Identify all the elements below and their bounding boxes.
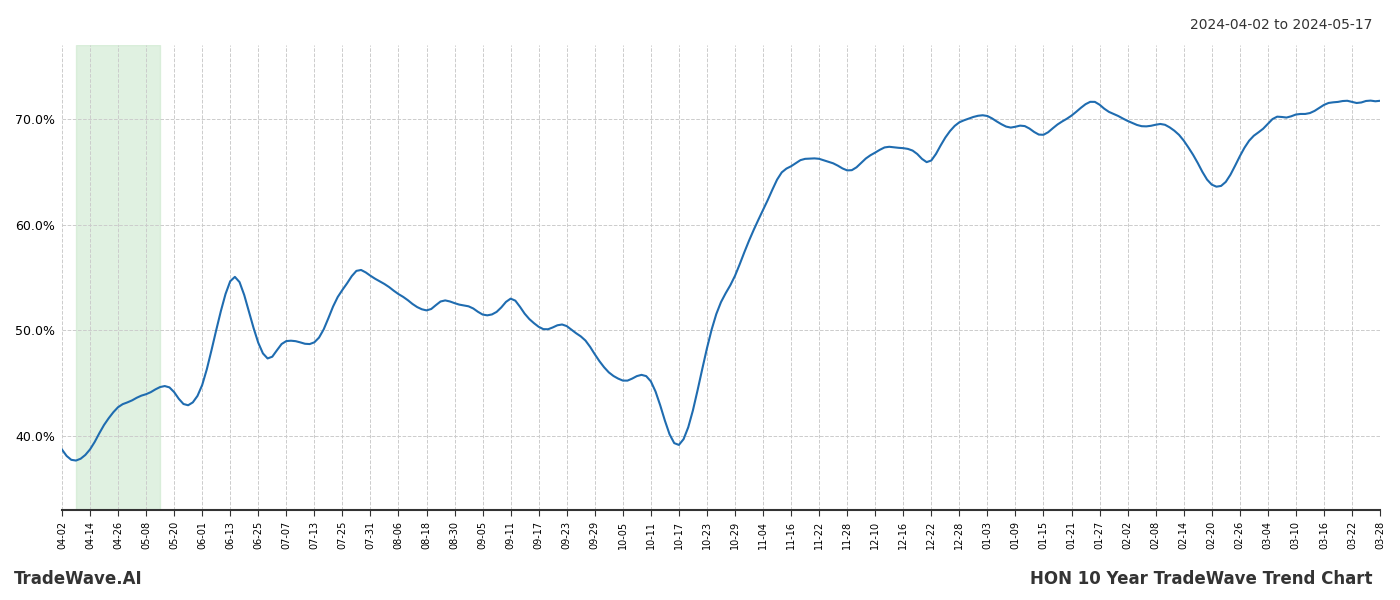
Text: 2024-04-02 to 2024-05-17: 2024-04-02 to 2024-05-17 <box>1190 18 1372 32</box>
Text: HON 10 Year TradeWave Trend Chart: HON 10 Year TradeWave Trend Chart <box>1029 570 1372 588</box>
Text: TradeWave.AI: TradeWave.AI <box>14 570 143 588</box>
Bar <box>76 45 160 510</box>
